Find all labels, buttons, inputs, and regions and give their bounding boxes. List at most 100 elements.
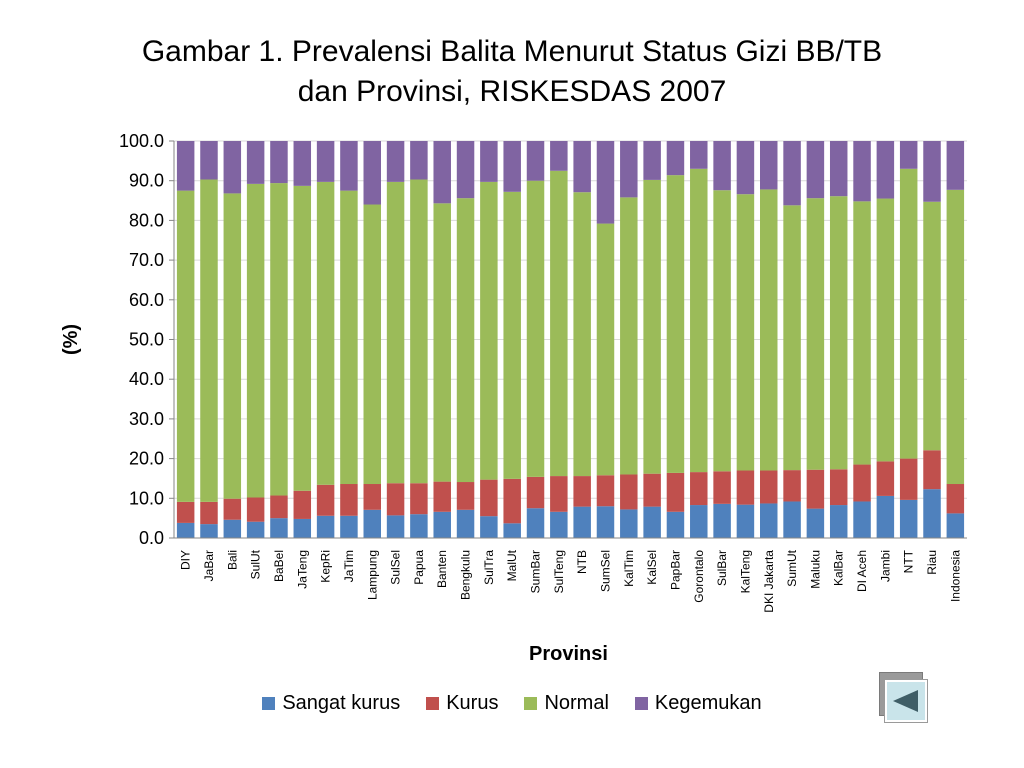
x-tick-label: SumBar [529, 550, 543, 593]
bar-segment-kurus [550, 476, 568, 512]
y-tick-label: 100.0 [119, 131, 164, 151]
x-tick-label: KalBar [832, 550, 846, 586]
x-tick-label: KepRi [319, 550, 333, 583]
x-tick-label: Lampung [365, 550, 379, 600]
bar-segment-kegemukan [363, 141, 381, 205]
bar-segment-kurus [596, 475, 615, 507]
bar-segment-sangat-kurus [596, 506, 615, 538]
bar-segment-kegemukan [550, 141, 568, 171]
bar-segment-kurus [923, 450, 941, 490]
bar-segment-normal [876, 198, 895, 462]
x-tick-label: KalTeng [738, 550, 752, 593]
bar-segment-sangat-kurus [293, 518, 312, 538]
bar-segment-kurus [270, 495, 288, 519]
bar-segment-kurus [503, 478, 521, 524]
y-tick-label: 40.0 [129, 369, 164, 389]
bar-segment-kurus [760, 470, 778, 504]
stacked-bar-chart: 0.0 10.0 20.0 30.0 40.0 50.0 60.0 70.0 80.0 90.0 1… [60, 131, 967, 665]
chart-legend: Sangat kurus Kurus Normal Kegemukan [0, 692, 1024, 715]
x-tick-label: Banten [435, 550, 449, 588]
bar-segment-normal [783, 205, 801, 471]
bar-segment-kegemukan [503, 141, 521, 192]
x-tick-label: DKI Jakarta [762, 550, 776, 613]
chart-title: Gambar 1. Prevalensi Balita Menurut Stat… [0, 32, 1024, 112]
bar-segment-kegemukan [176, 141, 195, 191]
bar-segment-kurus [783, 470, 801, 502]
legend-entry-kegemukan: Kegemukan [634, 692, 762, 715]
x-tick-label: SulTra [482, 550, 496, 585]
x-tick-label: PapBar [668, 550, 682, 590]
x-tick-label: BaBel [272, 550, 286, 582]
bar-segment-normal [550, 170, 568, 477]
x-tick-label: KalSel [645, 550, 659, 585]
bar-segment-kegemukan [853, 141, 871, 202]
bar-segment-kurus [620, 474, 638, 510]
bar-segment-kegemukan [200, 141, 218, 180]
bar-segment-normal [316, 181, 335, 485]
bar-segment-normal [853, 201, 871, 465]
legend-entry-normal: Normal [524, 692, 609, 715]
bar-segment-normal [363, 204, 381, 485]
bar-segment-normal [433, 203, 451, 482]
bar-segment-normal [806, 198, 825, 470]
bar-segment-kegemukan [760, 141, 778, 190]
bar-segment-kurus [456, 482, 475, 510]
bar-segment-normal [643, 179, 661, 474]
bar-segment-kurus [246, 497, 265, 522]
bar-segment-kegemukan [433, 141, 451, 204]
y-tick-label: 70.0 [129, 250, 164, 270]
bar-segment-normal [829, 196, 848, 470]
bar-segment-sangat-kurus [783, 501, 801, 538]
x-tick-label: SulBar [715, 550, 729, 586]
legend-entry-kurus: Kurus [426, 692, 498, 715]
legend-label-sangat-kurus: Sangat kurus [282, 692, 401, 714]
bar-segment-kegemukan [223, 141, 242, 194]
bar-segment-kegemukan [620, 141, 638, 198]
bar-segment-kegemukan [270, 141, 288, 184]
chart-title-line-2: dan Provinsi, RISKESDAS 2007 [297, 75, 727, 108]
x-tick-label: NTT [902, 549, 916, 573]
bar-segment-kurus [480, 479, 498, 517]
y-axis-title: (%) [60, 324, 82, 355]
back-button[interactable] [879, 672, 929, 724]
bar-segment-kurus [293, 490, 312, 519]
bar-segment-sangat-kurus [503, 523, 521, 538]
bar-segment-normal [620, 197, 638, 475]
bar-segment-sangat-kurus [363, 509, 381, 538]
bar-segment-kegemukan [876, 141, 895, 199]
bar-segment-kurus [573, 476, 591, 507]
bar-segment-normal [596, 223, 615, 476]
bar-segment-kegemukan [923, 141, 941, 202]
bar-segment-normal [946, 189, 965, 485]
x-tick-label: SumSel [598, 550, 612, 592]
bar-segment-sangat-kurus [620, 509, 638, 538]
bar-segment-kurus [736, 470, 755, 505]
bar-segment-normal [200, 179, 218, 502]
bar-segment-kegemukan [573, 141, 591, 193]
bar-segment-normal [480, 181, 498, 480]
bar-segment-kurus [200, 501, 218, 525]
legend-swatch-kurus [426, 697, 440, 710]
bar-segment-sangat-kurus [760, 503, 778, 538]
bar-segment-sangat-kurus [270, 518, 288, 538]
bar-segment-kurus [176, 501, 195, 523]
bar-segment-normal [246, 183, 265, 498]
x-tick-label: Indonesia [948, 550, 962, 602]
bar-segment-kegemukan [293, 141, 312, 186]
bar-segment-normal [690, 168, 708, 473]
x-tick-label: MalUt [505, 549, 519, 581]
bar-segment-kurus [433, 481, 451, 512]
x-tick-label: NTB [575, 550, 589, 574]
y-tick-label: 0.0 [139, 528, 164, 548]
y-tick-label: 80.0 [129, 210, 164, 230]
bar-segment-kurus [876, 461, 895, 496]
bar-segment-normal [503, 191, 521, 479]
x-tick-label: SumUt [785, 549, 799, 586]
legend-label-normal: Normal [544, 692, 609, 714]
bar-segment-kurus [316, 484, 335, 516]
bar-segment-kegemukan [783, 141, 801, 206]
bar-segment-sangat-kurus [643, 506, 661, 538]
bar-segment-sangat-kurus [550, 511, 568, 538]
bar-segment-sangat-kurus [829, 505, 848, 538]
bar-segment-sangat-kurus [853, 501, 871, 538]
